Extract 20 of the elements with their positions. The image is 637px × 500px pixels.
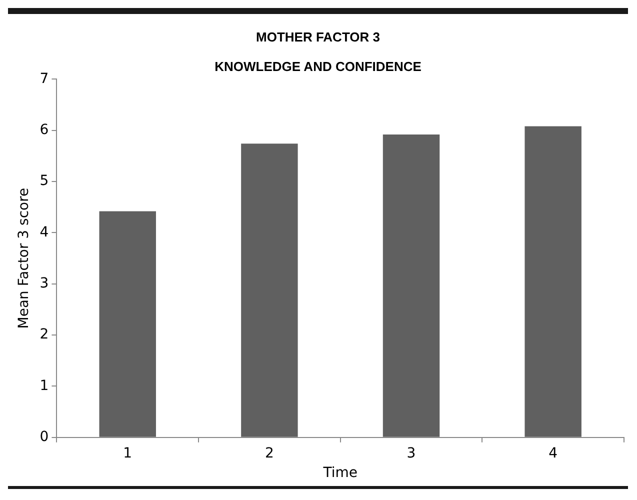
x-tick-label: 3 (406, 445, 416, 462)
chart-title: MOTHER FACTOR 3 (256, 29, 380, 44)
x-tick-label: 4 (548, 445, 558, 462)
chart-subtitle: KNOWLEDGE AND CONFIDENCE (214, 58, 422, 74)
bar (241, 144, 298, 437)
x-tick-label: 2 (264, 445, 274, 462)
x-tick-label: 1 (123, 445, 132, 462)
y-tick-label: 5 (40, 173, 49, 190)
y-tick-label: 4 (40, 224, 49, 240)
y-tick-label: 1 (40, 378, 49, 394)
y-axis-title: Mean Factor 3 score (16, 188, 32, 329)
bar (382, 134, 440, 437)
x-axis-title: Time (322, 465, 358, 482)
bar (99, 211, 156, 437)
y-tick-label: 7 (40, 70, 49, 87)
y-tick-label: 3 (40, 276, 49, 292)
bar (524, 126, 582, 437)
y-tick-label: 0 (40, 429, 49, 446)
y-tick-label: 6 (40, 122, 49, 138)
y-tick-label: 2 (40, 326, 49, 343)
